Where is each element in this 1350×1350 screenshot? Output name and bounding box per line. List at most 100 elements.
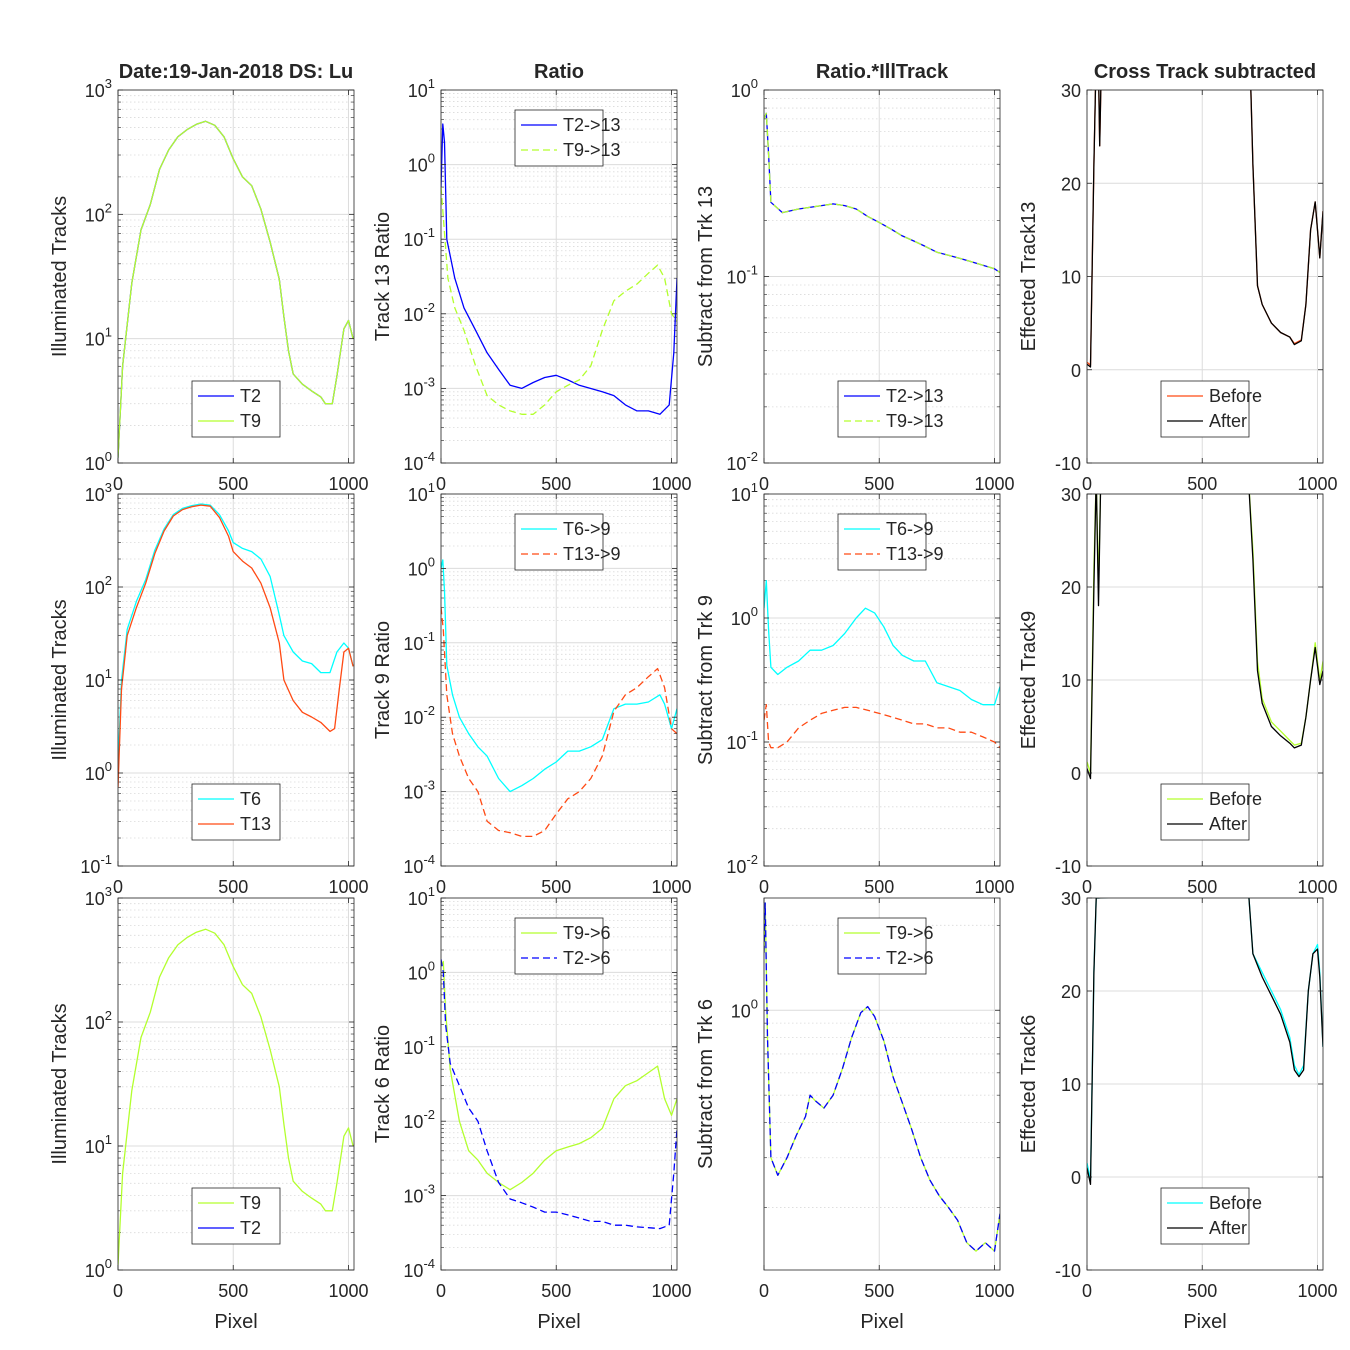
y-tick-label: 10-2 <box>403 1107 435 1132</box>
x-tick-label: 500 <box>1187 877 1217 897</box>
legend-label: T9->6 <box>886 923 934 943</box>
legend-label: After <box>1209 814 1247 834</box>
y-tick-label: 0 <box>1071 764 1081 784</box>
series-group <box>441 123 677 415</box>
y-tick-label: 10-4 <box>403 449 435 474</box>
y-tick-label: 10-1 <box>726 728 758 753</box>
subplot-title: Ratio <box>534 61 584 83</box>
x-tick-label: 500 <box>541 877 571 897</box>
y-tick-label: 101 <box>85 666 112 691</box>
series-line-1 <box>1087 90 1323 366</box>
series-group <box>118 503 354 788</box>
legend-label: T2 <box>240 386 261 406</box>
y-tick-label: 20 <box>1061 982 1081 1002</box>
series-line-2 <box>1087 898 1323 1186</box>
y-axis-label: Illuminated Tracks <box>49 1003 71 1164</box>
y-axis-label: Illuminated Tracks <box>49 196 71 357</box>
legend-box <box>514 917 604 975</box>
subplot-p10: 0 500 1000 10-4 10-3 10-2 10-1 100 101 Track 6 Ra… <box>372 884 691 1333</box>
series-line-1 <box>441 960 677 1191</box>
y-tick-label: 101 <box>408 76 435 101</box>
axes-frame <box>440 897 678 1271</box>
series-line-1 <box>118 503 354 766</box>
y-tick-label: 20 <box>1061 578 1081 598</box>
x-tick-label: 0 <box>759 877 769 897</box>
x-tick-label: 0 <box>759 474 769 494</box>
y-axis-label: Track 13 Ratio <box>372 212 394 341</box>
series-line-2 <box>118 120 354 458</box>
legend-box <box>837 513 927 571</box>
legend-label: T9 <box>240 411 261 431</box>
x-tick-label: 500 <box>218 877 248 897</box>
legend-label: T2->6 <box>886 948 934 968</box>
x-tick-label: 0 <box>113 474 123 494</box>
series-group <box>441 959 677 1230</box>
y-tick-label: -10 <box>1055 857 1081 877</box>
y-axis-label: Subtract from Trk 6 <box>695 999 717 1169</box>
subplot-title: Cross Track subtracted <box>1094 61 1316 83</box>
legend-box <box>837 380 927 438</box>
y-tick-label: 10-3 <box>403 778 435 803</box>
y-tick-label: 10 <box>1061 671 1081 691</box>
series-line-2 <box>118 504 354 788</box>
y-tick-label: 102 <box>85 573 112 598</box>
y-axis-label: Subtract from Trk 13 <box>695 186 717 367</box>
y-tick-label: 10-3 <box>403 1182 435 1207</box>
y-axis-label: Effected Track6 <box>1018 1015 1040 1154</box>
y-tick-label: 10-2 <box>403 300 435 325</box>
legend-box <box>1160 783 1250 841</box>
legend-box <box>191 380 281 438</box>
x-tick-label: 0 <box>436 474 446 494</box>
x-tick-label: 0 <box>1082 474 1092 494</box>
y-tick-label: 103 <box>85 76 112 101</box>
series-line-2 <box>1087 494 1323 780</box>
series-line-1 <box>441 559 677 793</box>
legend-label: T2->6 <box>563 948 611 968</box>
y-tick-label: 103 <box>85 480 112 505</box>
x-tick-label: 500 <box>864 877 894 897</box>
legend-box <box>191 1187 281 1245</box>
legend-box <box>191 783 281 841</box>
y-axis-label: Track 9 Ratio <box>372 621 394 739</box>
x-tick-label: 0 <box>113 877 123 897</box>
legend-label: T9->13 <box>563 140 621 160</box>
series-line-2 <box>764 902 1000 1252</box>
legend: Before After <box>1160 380 1262 438</box>
x-tick-label: 1000 <box>974 877 1014 897</box>
y-tick-label: 10-2 <box>726 449 758 474</box>
x-tick-label: 500 <box>864 1281 894 1301</box>
x-axis-label: Pixel <box>537 1311 580 1333</box>
subplot-title: Ratio.*IllTrack <box>816 61 949 83</box>
y-axis-label: Effected Track13 <box>1018 202 1040 352</box>
legend-label: After <box>1209 411 1247 431</box>
legend-label: T2->13 <box>563 115 621 135</box>
x-tick-label: 1000 <box>651 1281 691 1301</box>
x-tick-label: 1000 <box>974 1281 1014 1301</box>
series-line-2 <box>764 704 1000 749</box>
y-tick-label: 101 <box>731 480 758 505</box>
x-tick-label: 1000 <box>1297 1281 1337 1301</box>
series-line-1 <box>118 928 354 1265</box>
y-tick-label: 10-1 <box>403 225 435 250</box>
y-tick-label: -10 <box>1055 454 1081 474</box>
x-tick-label: 1000 <box>1297 877 1337 897</box>
x-axis-label: Pixel <box>860 1311 903 1333</box>
series-line-1 <box>764 580 1000 706</box>
x-tick-label: 1000 <box>651 474 691 494</box>
x-tick-label: 0 <box>1082 877 1092 897</box>
series-line-2 <box>441 959 677 1230</box>
y-tick-label: 10-4 <box>403 1256 435 1281</box>
y-axis-label: Subtract from Trk 9 <box>695 595 717 765</box>
subplot-p9: 0 500 1000 100 101 102 103 Illuminated Tracks Pi… <box>49 884 368 1333</box>
legend-box <box>514 109 604 167</box>
x-tick-label: 1000 <box>651 877 691 897</box>
y-tick-label: 10-2 <box>726 852 758 877</box>
axes-frame <box>763 493 1001 867</box>
legend-label: T9->13 <box>886 411 944 431</box>
x-tick-label: 1000 <box>328 877 368 897</box>
series-group <box>1087 898 1323 1186</box>
